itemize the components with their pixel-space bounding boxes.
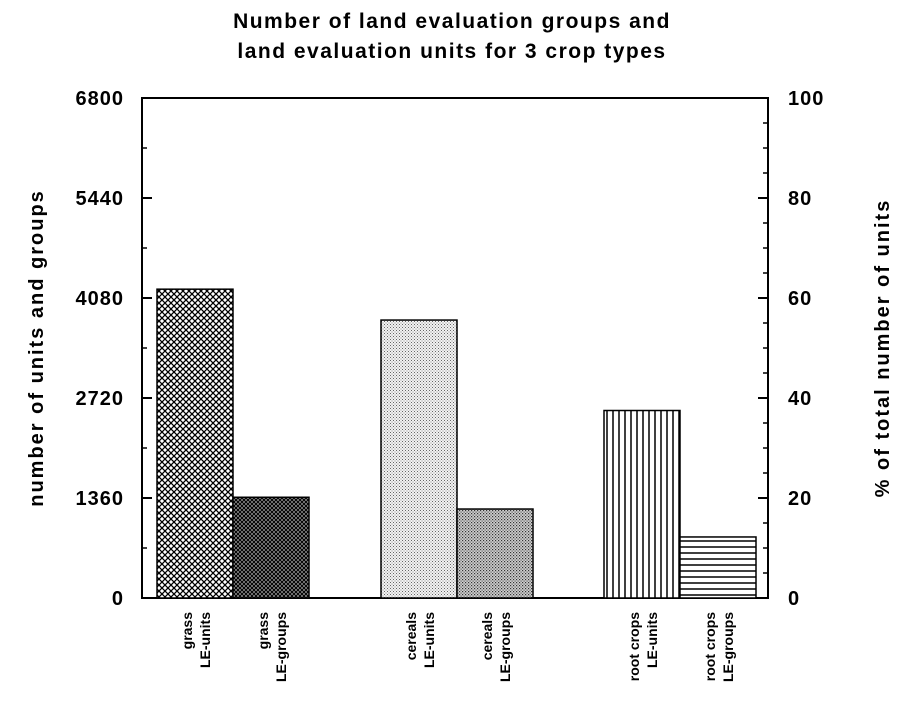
category-labels: grass LE-units grass LE-groups cereals LE-uni… [179, 612, 736, 682]
left-tick-label: 5440 [76, 188, 125, 210]
category-label: LE-groups [720, 612, 736, 682]
y-axis-label-left: number of units and groups [26, 189, 48, 507]
right-tick-label: 60 [788, 288, 812, 310]
category-label: cereals [479, 612, 495, 660]
category-label: root crops [626, 612, 642, 681]
right-tick-label: 80 [788, 188, 812, 210]
category-label: LE-groups [273, 612, 289, 682]
right-tick-label: 40 [788, 388, 812, 410]
left-axis-ticks: 0 1360 2720 4080 5440 6800 [76, 88, 152, 610]
left-tick-label: 1360 [76, 488, 125, 510]
bar-grass-le-groups [232, 496, 310, 599]
category-label: grass [255, 612, 271, 650]
bar-root-crops-le-groups [679, 536, 757, 599]
right-tick-label: 0 [788, 588, 800, 610]
bar-cereals-le-units [380, 319, 458, 599]
right-tick-label: 20 [788, 488, 812, 510]
bars-group [156, 288, 757, 599]
left-tick-label: 0 [112, 588, 124, 610]
chart-title-line-2: land evaluation units for 3 crop types [237, 40, 666, 63]
left-tick-label: 2720 [76, 388, 125, 410]
y-axis-label-right: % of total number of units [872, 199, 894, 498]
category-label: cereals [403, 612, 419, 660]
chart-title-line-1: Number of land evaluation groups and [233, 10, 671, 33]
left-tick-label: 6800 [76, 88, 125, 110]
right-axis-ticks: 0 20 40 60 80 100 [758, 88, 824, 610]
category-label: LE-units [421, 612, 437, 668]
bar-root-crops-le-units [603, 409, 681, 599]
category-label: root crops [702, 612, 718, 681]
right-tick-label: 100 [788, 88, 824, 110]
category-label: LE-units [644, 612, 660, 668]
bar-cereals-le-groups [456, 508, 534, 599]
category-label: LE-units [197, 612, 213, 668]
left-tick-label: 4080 [76, 288, 125, 310]
category-label: grass [179, 612, 195, 650]
bar-grass-le-units [156, 288, 234, 599]
category-label: LE-groups [497, 612, 513, 682]
